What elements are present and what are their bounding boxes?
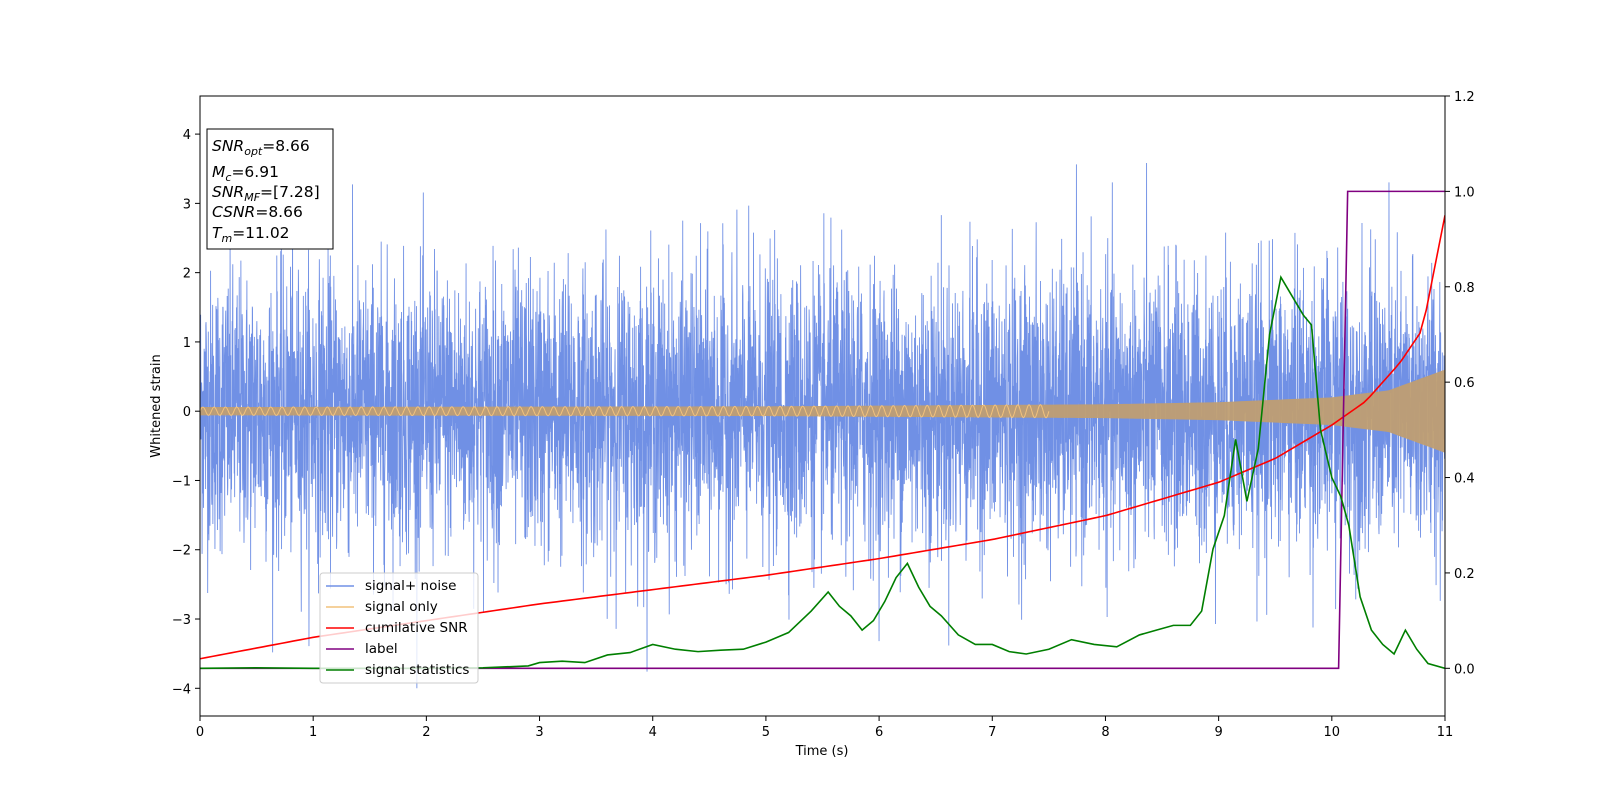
x-tick-label: 6 [875, 725, 883, 740]
x-axis-label: Time (s) [795, 744, 849, 759]
csnr-annotation: CSNR=8.66 [212, 203, 303, 221]
y-right-tick-label: 0.4 [1454, 472, 1475, 487]
y-left-tick-label: −1 [172, 474, 191, 489]
x-tick-label: 11 [1437, 725, 1454, 740]
y-left-tick-label: 0 [183, 405, 191, 420]
legend-label: signal+ noise [365, 578, 456, 594]
y-left-tick-label: 2 [183, 267, 191, 282]
x-tick-label: 7 [988, 725, 996, 740]
signal-only-series [200, 369, 1445, 453]
y-axis-label: Whitened strain [149, 354, 164, 457]
x-tick-label: 0 [196, 725, 204, 740]
legend-label: label [365, 641, 398, 657]
label-line [200, 190, 1445, 670]
snr-opt-annotation: SNRopt=8.66 [212, 137, 310, 158]
x-tick-label: 10 [1324, 725, 1341, 740]
legend: signal+ noise signal only cumilative SNR la… [319, 572, 479, 684]
y-right-tick-label: 0.0 [1454, 662, 1475, 677]
y-left-tick-label: −4 [172, 682, 191, 697]
plot-frame [199, 95, 1446, 717]
y-right-tick-label: 0.6 [1454, 376, 1475, 391]
mc-annotation: Mc=6.91 [212, 163, 279, 184]
snr-mf-annotation: SNRMF=[7.28] [212, 183, 320, 204]
y-left-tick-label: 1 [183, 336, 191, 351]
x-tick-label: 9 [1214, 725, 1222, 740]
y-right-tick-label: 0.8 [1454, 281, 1475, 296]
x-tick-label: 1 [309, 725, 317, 740]
info-box: SNRopt=8.66 Mc=6.91 SNRMF=[7.28] CSNR=8.… [206, 128, 334, 250]
y-right-tick-label: 1.2 [1454, 90, 1475, 105]
legend-label: signal statistics [365, 662, 469, 678]
y-right-tick-label: 0.2 [1454, 567, 1475, 582]
x-tick-label: 5 [762, 725, 770, 740]
y-right-tick-label: 1.0 [1454, 185, 1475, 200]
y-left-tick-label: 3 [183, 197, 191, 212]
signal-statistics-line [200, 275, 1445, 670]
tm-annotation: Tm=11.02 [212, 224, 290, 245]
x-tick-label: 4 [649, 725, 657, 740]
x-tick-label: 3 [535, 725, 543, 740]
y-left-tick-label: −2 [172, 544, 191, 559]
x-tick-label: 2 [422, 725, 430, 740]
x-tick-label: 8 [1101, 725, 1109, 740]
axes: 0 1 2 3 4 5 6 7 8 9 10 1143210−1−2−3−41.21.00.80.60… [172, 90, 1475, 740]
y-left-tick-label: 4 [183, 128, 191, 143]
y-left-tick-label: −3 [172, 613, 191, 628]
signal-only-line [200, 404, 1050, 419]
legend-label: cumilative SNR [365, 620, 468, 636]
legend-label: signal only [365, 599, 438, 615]
